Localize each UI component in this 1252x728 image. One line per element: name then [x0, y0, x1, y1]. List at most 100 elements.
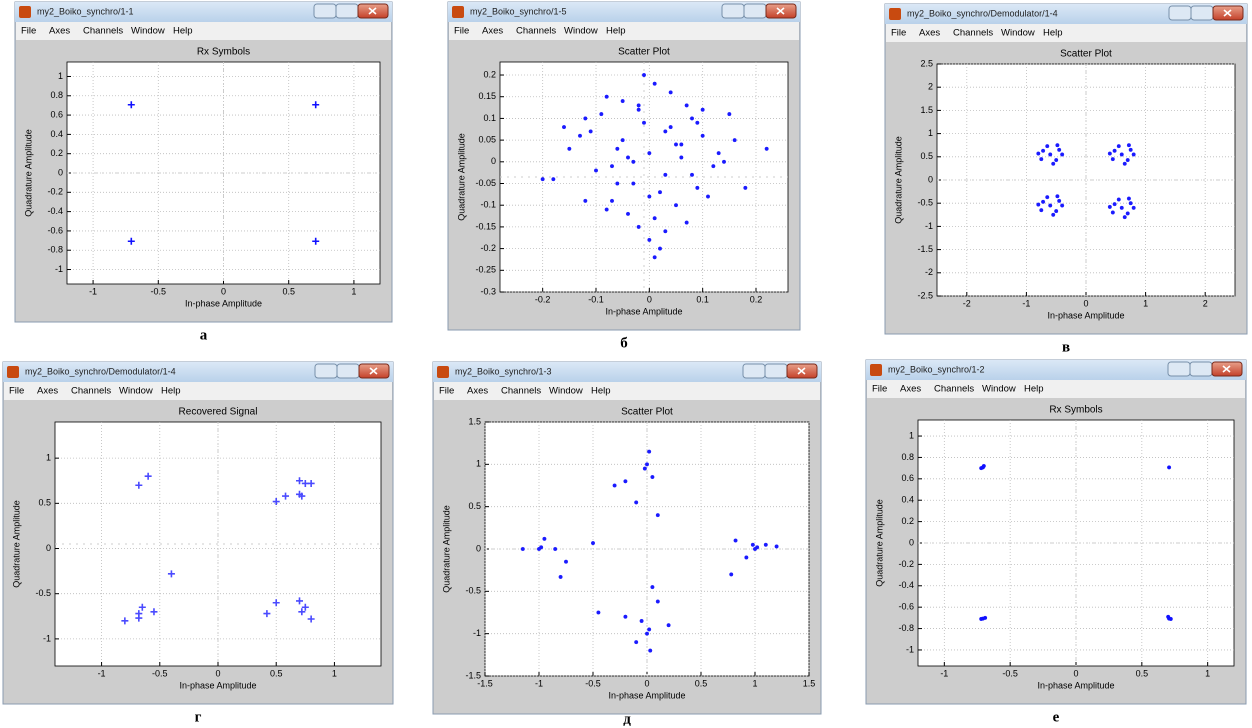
app-icon: [437, 366, 449, 378]
scatter-point: [583, 116, 588, 121]
menu-item[interactable]: Axes: [467, 386, 488, 397]
menu-bar: [4, 382, 392, 400]
minimize-button[interactable]: [313, 3, 337, 19]
minimize-button[interactable]: [1168, 5, 1192, 21]
menu-item[interactable]: Channels: [934, 384, 974, 395]
scatter-point: [1054, 158, 1059, 163]
menu-item[interactable]: File: [891, 28, 906, 39]
scatter-point: [679, 142, 684, 147]
menu-item[interactable]: Axes: [900, 384, 921, 395]
menu-item[interactable]: File: [9, 386, 24, 397]
minimize-button[interactable]: [314, 363, 338, 379]
maximize-button[interactable]: [1190, 5, 1214, 21]
scatter-point: [623, 614, 628, 619]
scatter-point: [1057, 147, 1062, 152]
menu-item[interactable]: Help: [161, 386, 181, 397]
menu-item[interactable]: Window: [131, 26, 165, 37]
scatter-point: [695, 120, 700, 125]
y-axis-label: Quadrature Amplitude: [11, 500, 21, 588]
y-tick-label: -1: [473, 628, 481, 638]
app-icon: [870, 364, 882, 376]
scatter-point: [1126, 196, 1131, 201]
app-icon: [19, 6, 31, 18]
y-tick-label: 1: [58, 71, 63, 81]
x-tick-label: 0.5: [695, 678, 708, 688]
minimize-button[interactable]: [1167, 361, 1191, 377]
minimize-button[interactable]: [742, 363, 766, 379]
menu-item[interactable]: File: [454, 26, 469, 37]
x-tick-label: 0: [647, 294, 652, 304]
scatter-point: [706, 194, 711, 199]
x-tick-label: 1: [1205, 668, 1210, 678]
menu-item[interactable]: Help: [1024, 384, 1044, 395]
y-tick-label: -1: [55, 264, 63, 274]
x-tick-label: 0: [644, 678, 649, 688]
scatter-point: [631, 159, 636, 164]
minimize-button[interactable]: [721, 3, 745, 19]
x-tick-label: 0.5: [1136, 668, 1149, 678]
y-tick-label: 0.6: [901, 473, 914, 483]
scatter-point: [658, 246, 663, 251]
x-tick-label: -0.1: [588, 294, 604, 304]
scatter-point: [296, 597, 303, 605]
scatter-point: [564, 559, 569, 564]
menu-item[interactable]: File: [872, 384, 887, 395]
menu-item[interactable]: Axes: [919, 28, 940, 39]
scatter-point: [647, 627, 652, 632]
maximize-button[interactable]: [764, 363, 788, 379]
scatter-point: [647, 237, 652, 242]
scatter-point: [540, 177, 545, 182]
scatter-point: [583, 198, 588, 203]
scatter-point: [695, 185, 700, 190]
menu-item[interactable]: Window: [549, 386, 583, 397]
scatter-point: [652, 81, 657, 86]
menu-item[interactable]: Axes: [37, 386, 58, 397]
menu-item[interactable]: Channels: [83, 26, 123, 37]
scatter-point: [298, 608, 306, 616]
title-bar: [433, 362, 821, 382]
scatter-point: [296, 477, 303, 485]
maximize-button[interactable]: [335, 3, 359, 19]
menu-item[interactable]: Window: [1001, 28, 1035, 39]
menu-item[interactable]: Channels: [516, 26, 556, 37]
scatter-point: [642, 73, 647, 78]
scatter-point: [167, 570, 175, 578]
menu-item[interactable]: Channels: [953, 28, 993, 39]
scatter-point: [1116, 197, 1121, 202]
scatter-point: [1048, 203, 1053, 208]
menu-item[interactable]: File: [21, 26, 36, 37]
y-tick-label: -0.8: [898, 623, 914, 633]
menu-bar: [449, 22, 799, 40]
scatter-point: [1110, 157, 1115, 162]
y-tick-label: 0: [58, 167, 63, 177]
x-tick-label: 0.2: [750, 294, 763, 304]
menu-item[interactable]: Axes: [482, 26, 503, 37]
scatter-point: [1057, 198, 1062, 203]
maximize-button[interactable]: [336, 363, 360, 379]
maximize-button[interactable]: [1189, 361, 1213, 377]
scatter-point: [1055, 143, 1060, 148]
scatter-point: [1125, 158, 1130, 163]
menu-item[interactable]: Help: [591, 386, 611, 397]
title-bar: [15, 2, 392, 22]
menu-item[interactable]: Help: [606, 26, 626, 37]
menu-item[interactable]: Help: [173, 26, 193, 37]
x-axis-label: In-phase Amplitude: [605, 306, 682, 316]
menu-item[interactable]: Channels: [501, 386, 541, 397]
menu-item[interactable]: Window: [564, 26, 598, 37]
scatter-point: [634, 640, 639, 645]
scatter-point: [599, 112, 604, 117]
y-tick-label: 0.8: [901, 452, 914, 462]
menu-item[interactable]: Axes: [49, 26, 70, 37]
maximize-button[interactable]: [743, 3, 767, 19]
menu-item[interactable]: Help: [1043, 28, 1063, 39]
menu-item[interactable]: File: [439, 386, 454, 397]
menu-item[interactable]: Channels: [71, 386, 111, 397]
scatter-point: [553, 547, 558, 552]
menu-item[interactable]: Window: [982, 384, 1016, 395]
scatter-point: [626, 211, 631, 216]
caption: б: [620, 335, 628, 351]
menu-item[interactable]: Window: [119, 386, 153, 397]
